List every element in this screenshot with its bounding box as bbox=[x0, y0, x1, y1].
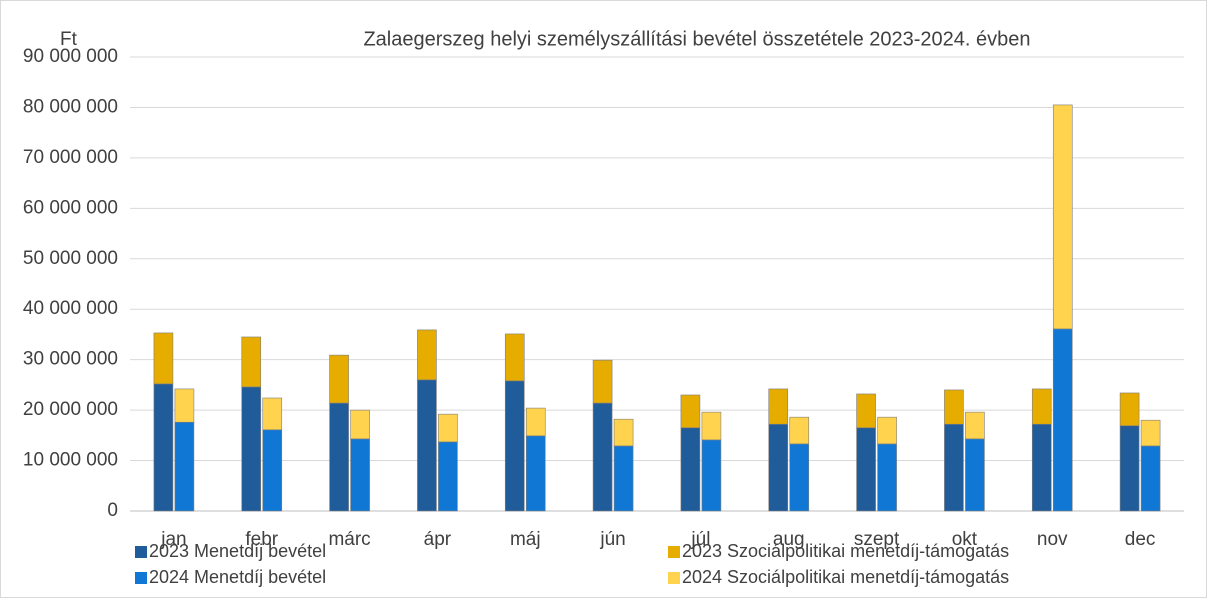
bar-segment bbox=[592, 402, 613, 512]
bar-segment bbox=[789, 443, 810, 512]
x-tick-label: dec bbox=[1125, 529, 1156, 550]
x-tick-label: jan bbox=[160, 529, 186, 550]
bar-segment bbox=[329, 354, 349, 404]
y-tick-label: 50 000 000 bbox=[23, 248, 118, 269]
legend-label: 2023 Menetdíj bevétel bbox=[149, 541, 326, 561]
x-tick-label: júl bbox=[690, 529, 710, 550]
bar-segment bbox=[944, 423, 964, 512]
bar-segment bbox=[701, 411, 722, 441]
bar-segment bbox=[417, 329, 437, 381]
y-tick-label: 90 000 000 bbox=[23, 46, 118, 67]
bar-segment bbox=[1052, 328, 1073, 512]
bar-segment bbox=[944, 389, 964, 425]
legend-swatch bbox=[668, 572, 680, 584]
legend-label: 2024 Menetdíj bevétel bbox=[149, 567, 326, 587]
x-tick-label: nov bbox=[1037, 529, 1068, 550]
legend-label: 2023 Szociálpolitikai menetdíj-támogatás bbox=[682, 541, 1009, 561]
bar-segment bbox=[262, 429, 283, 512]
bar-segment bbox=[1140, 419, 1161, 447]
y-tick-label: 70 000 000 bbox=[23, 147, 118, 168]
x-tick-label: febr bbox=[245, 529, 278, 550]
bar-segment bbox=[504, 333, 525, 382]
bar-segment bbox=[768, 423, 789, 512]
bar-segment bbox=[350, 438, 370, 512]
bar-segment bbox=[877, 416, 897, 445]
bar-segment bbox=[153, 332, 174, 385]
legend-swatch bbox=[135, 572, 147, 584]
bar-segment bbox=[680, 427, 701, 512]
bar-segment bbox=[1119, 392, 1140, 427]
bar-segment bbox=[613, 445, 634, 512]
bar-segment bbox=[877, 443, 897, 512]
bar-segment bbox=[329, 402, 349, 512]
y-tick-label: 30 000 000 bbox=[23, 349, 118, 370]
x-tick-label: jún bbox=[599, 529, 625, 550]
bar-segment bbox=[525, 435, 546, 512]
bar-segment bbox=[1140, 445, 1161, 512]
bar-segment bbox=[350, 409, 370, 440]
x-tick-label: máj bbox=[510, 529, 541, 550]
bar-segment bbox=[1052, 104, 1073, 330]
bar-segment bbox=[1031, 423, 1052, 512]
bar-segment bbox=[965, 411, 985, 440]
legend-label: 2024 Szociálpolitikai menetdíj-támogatás bbox=[682, 567, 1009, 587]
bar-segment bbox=[504, 380, 525, 512]
bar-segment bbox=[701, 439, 722, 512]
y-tick-label: 80 000 000 bbox=[23, 96, 118, 117]
x-tick-label: márc bbox=[328, 529, 370, 550]
legend-swatch bbox=[135, 546, 147, 558]
y-tick-label: 40 000 000 bbox=[23, 298, 118, 319]
bar-segment bbox=[965, 438, 985, 512]
x-tick-label: aug bbox=[773, 529, 805, 550]
bar-segment bbox=[592, 359, 613, 404]
bar-segment bbox=[613, 418, 634, 447]
bar-segment bbox=[768, 388, 789, 425]
bar-segment bbox=[174, 388, 195, 423]
bar-segment bbox=[438, 413, 458, 443]
chart-title: Zalaegerszeg helyi személyszállítási bev… bbox=[363, 28, 1030, 50]
y-axis-label: Ft bbox=[60, 29, 78, 50]
bar-segment bbox=[789, 416, 810, 445]
bar-segment bbox=[417, 379, 437, 512]
bar-segment bbox=[174, 421, 195, 512]
x-tick-label: ápr bbox=[424, 529, 452, 550]
bar-segment bbox=[438, 441, 458, 512]
bar-segment bbox=[262, 397, 283, 431]
x-tick-label: szept bbox=[854, 529, 900, 550]
bar-segment bbox=[241, 336, 262, 388]
bar-segment bbox=[1031, 388, 1052, 425]
y-tick-label: 0 bbox=[107, 500, 118, 521]
bar-segment bbox=[856, 393, 876, 429]
legend-swatch bbox=[668, 546, 680, 558]
x-tick-label: okt bbox=[952, 529, 978, 550]
y-tick-label: 10 000 000 bbox=[23, 450, 118, 471]
bar-segment bbox=[680, 394, 701, 429]
bar-segment bbox=[241, 386, 262, 512]
bar-segment bbox=[856, 427, 876, 512]
bar-segment bbox=[1119, 425, 1140, 512]
y-tick-label: 60 000 000 bbox=[23, 197, 118, 218]
y-tick-label: 20 000 000 bbox=[23, 399, 118, 420]
bar-segment bbox=[153, 383, 174, 512]
bar-segment bbox=[525, 407, 546, 437]
